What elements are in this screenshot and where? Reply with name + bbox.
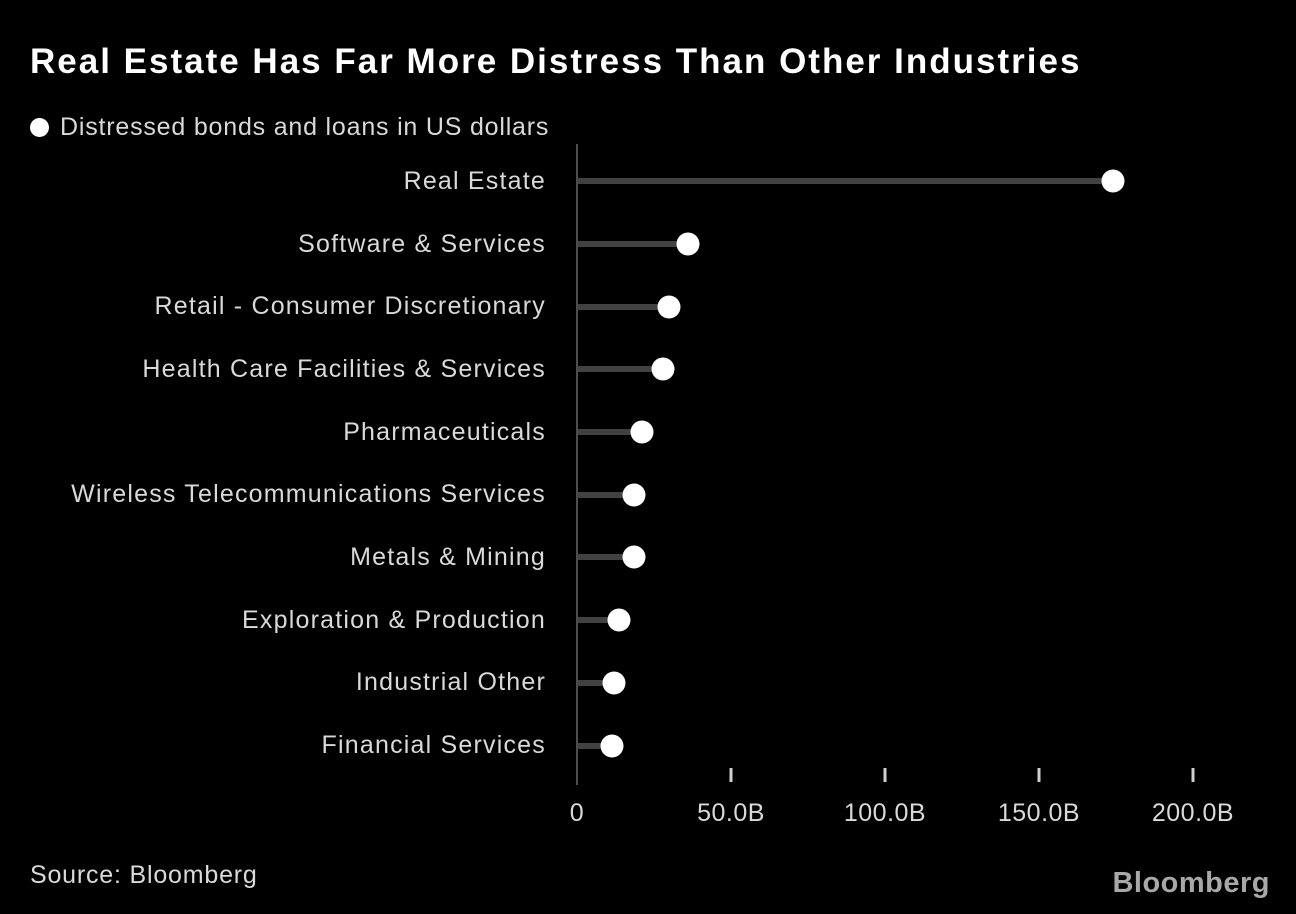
row-plot xyxy=(577,401,1296,464)
lollipop-dot xyxy=(657,295,681,319)
source-note: Source: Bloomberg xyxy=(30,861,258,889)
lollipop-stem xyxy=(577,742,613,749)
x-axis-tick xyxy=(729,768,733,782)
x-axis-tick-label: 200.0B xyxy=(1151,799,1235,827)
legend-series-dot-icon xyxy=(30,118,49,137)
lollipop-stem xyxy=(577,241,688,248)
row-plot xyxy=(577,589,1296,652)
x-axis-tick xyxy=(1037,768,1041,782)
y-axis-line xyxy=(576,144,578,785)
row-plot xyxy=(577,213,1296,276)
row-plot xyxy=(577,714,1296,777)
chart-row: Exploration & Production xyxy=(0,589,1296,652)
category-label: Health Care Facilities & Services xyxy=(142,354,546,383)
chart-row: Industrial Other xyxy=(0,652,1296,715)
x-axis-tick-label: 150.0B xyxy=(997,799,1081,827)
x-axis-tick xyxy=(1191,768,1195,782)
category-label: Financial Services xyxy=(321,731,546,760)
lollipop-dot xyxy=(602,671,626,695)
chart-row: Retail - Consumer Discretionary xyxy=(0,275,1296,338)
lollipop-dot xyxy=(651,357,675,381)
category-label: Metals & Mining xyxy=(350,542,546,571)
category-label: Software & Services xyxy=(298,229,546,258)
chart-row: Pharmaceuticals xyxy=(0,401,1296,464)
chart-title: Real Estate Has Far More Distress Than O… xyxy=(30,42,1082,81)
lollipop-dot xyxy=(607,608,631,632)
chart-row: Wireless Telecommunications Services xyxy=(0,463,1296,526)
x-axis-tick-label: 100.0B xyxy=(843,799,927,827)
lollipop-dot xyxy=(676,232,700,256)
row-plot xyxy=(577,463,1296,526)
row-plot xyxy=(577,526,1296,589)
row-plot xyxy=(577,275,1296,338)
x-axis-tick-label: 50.0B xyxy=(697,799,765,827)
lollipop-stem xyxy=(577,178,1113,185)
x-axis-tick-label: 0 xyxy=(569,799,585,827)
lollipop-dot xyxy=(1101,169,1125,193)
lollipop-dot xyxy=(600,734,624,758)
chart-rows: Real Estate Software & Services Retail - C… xyxy=(0,150,1296,777)
lollipop-stem xyxy=(577,617,619,624)
category-label: Exploration & Production xyxy=(242,605,546,634)
category-label: Wireless Telecommunications Services xyxy=(71,480,546,509)
category-label: Real Estate xyxy=(403,166,546,195)
row-plot xyxy=(577,150,1296,213)
category-label: Pharmaceuticals xyxy=(343,417,546,446)
legend-series-label: Distressed bonds and loans in US dollars xyxy=(60,113,550,141)
lollipop-stem xyxy=(577,303,670,310)
row-plot xyxy=(577,652,1296,715)
category-label: Retail - Consumer Discretionary xyxy=(154,292,546,321)
chart-row: Real Estate xyxy=(0,150,1296,213)
lollipop-stem xyxy=(577,366,664,373)
chart-row: Software & Services xyxy=(0,213,1296,276)
lollipop-stem xyxy=(577,491,634,498)
chart-legend: Distressed bonds and loans in US dollars xyxy=(30,113,549,142)
category-label: Industrial Other xyxy=(355,668,546,697)
lollipop-dot xyxy=(622,483,646,507)
chart-row: Health Care Facilities & Services xyxy=(0,338,1296,401)
lollipop-dot xyxy=(622,545,646,569)
x-axis-tick xyxy=(883,768,887,782)
chart-row: Financial Services xyxy=(0,714,1296,777)
bloomberg-logo: Bloomberg xyxy=(1112,867,1270,899)
row-plot xyxy=(577,338,1296,401)
lollipop-stem xyxy=(577,679,614,686)
chart-row: Metals & Mining xyxy=(0,526,1296,589)
lollipop-stem xyxy=(577,429,642,436)
lollipop-dot xyxy=(630,420,654,444)
lollipop-stem xyxy=(577,554,634,561)
